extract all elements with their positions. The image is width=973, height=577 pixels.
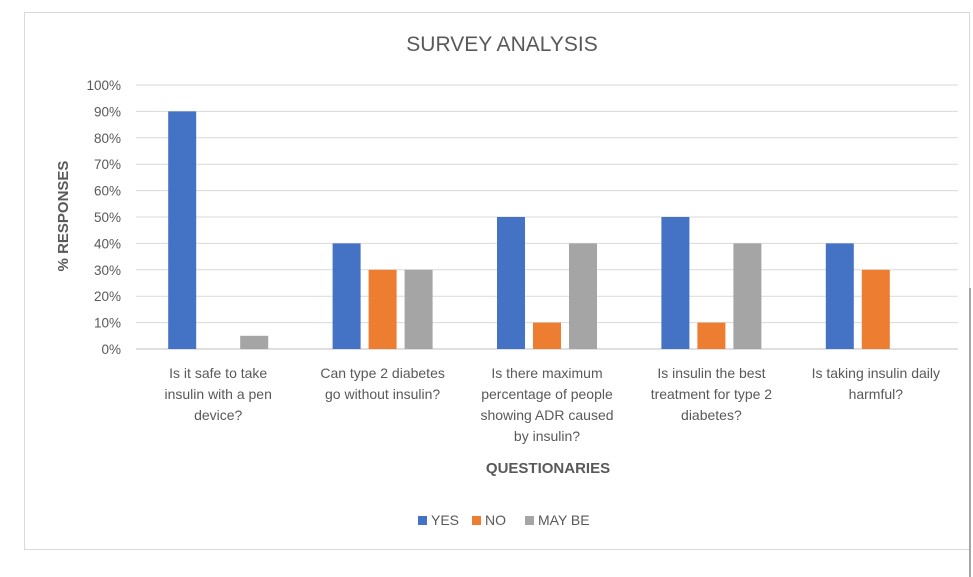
legend-swatch [525,516,534,525]
x-axis-title: QUESTIONARIES [486,460,610,477]
category-label-line: device? [194,407,242,423]
category-label: Is insulin the best treatment for type 2 d… [651,365,773,423]
bar-yes [332,243,361,349]
y-tick-labels: 0% 10% 20% 30% 40% 50% 60% 70% 80% 90% 100% [86,78,121,357]
legend-label: YES [431,512,459,528]
bars [168,111,890,350]
category-label-line: percentage of people [481,386,613,402]
bar-may-be [733,243,762,349]
category-label-line: by insulin? [514,428,580,444]
category-label: Is it safe to take insulin with a pen devi… [164,365,271,423]
category-label: Is taking insulin daily harmful? [812,365,940,402]
bar-no [368,269,397,349]
y-tick-label: 30% [94,263,121,278]
category-label-line: insulin with a pen [164,386,271,402]
legend-label: NO [485,512,506,528]
y-tick-label: 20% [94,289,121,304]
chart-title: SURVEY ANALYSIS [406,33,597,56]
y-tick-label: 70% [94,157,121,172]
y-tick-label: 100% [86,78,121,93]
bar-may-be [240,335,269,349]
category-label-line: Is taking insulin daily [812,365,940,381]
category-label-line: Is insulin the best [657,365,765,381]
bar-may-be [569,243,597,349]
bar-no [533,322,561,349]
category-label: Can type 2 diabetes go without insulin? [320,365,445,402]
category-label-line: diabetes? [681,407,742,423]
bar-yes [497,217,525,349]
y-axis-title: % RESPONSES [55,161,72,272]
category-label-line: Can type 2 diabetes [320,365,445,381]
y-tick-label: 80% [94,131,121,146]
y-tick-label: 50% [94,210,121,225]
category-label: Is there maximum percentage of people show… [480,365,613,444]
legend: YES NO MAY BE [418,512,590,528]
bar-yes [825,243,854,349]
category-label-line: showing ADR caused [480,407,613,423]
category-label-line: go without insulin? [325,386,440,402]
category-label-line: treatment for type 2 [651,386,773,402]
bar-no [861,269,890,349]
y-tick-label: 0% [101,342,121,357]
legend-swatch [418,516,427,525]
y-tick-label: 10% [94,316,121,331]
category-labels: Is it safe to take insulin with a pen devi… [164,365,940,444]
y-tick-label: 60% [94,184,121,199]
y-tick-label: 40% [94,236,121,251]
category-label-line: harmful? [849,386,904,402]
category-label-line: Is it safe to take [169,365,267,381]
bar-yes [168,111,197,350]
bar-may-be [404,269,433,349]
y-tick-label: 90% [94,104,121,119]
category-label-line: Is there maximum [491,365,602,381]
bar-yes [661,217,690,349]
bar-no [697,322,726,349]
legend-swatch [472,516,481,525]
window-edge [969,288,971,577]
legend-label: MAY BE [538,512,590,528]
